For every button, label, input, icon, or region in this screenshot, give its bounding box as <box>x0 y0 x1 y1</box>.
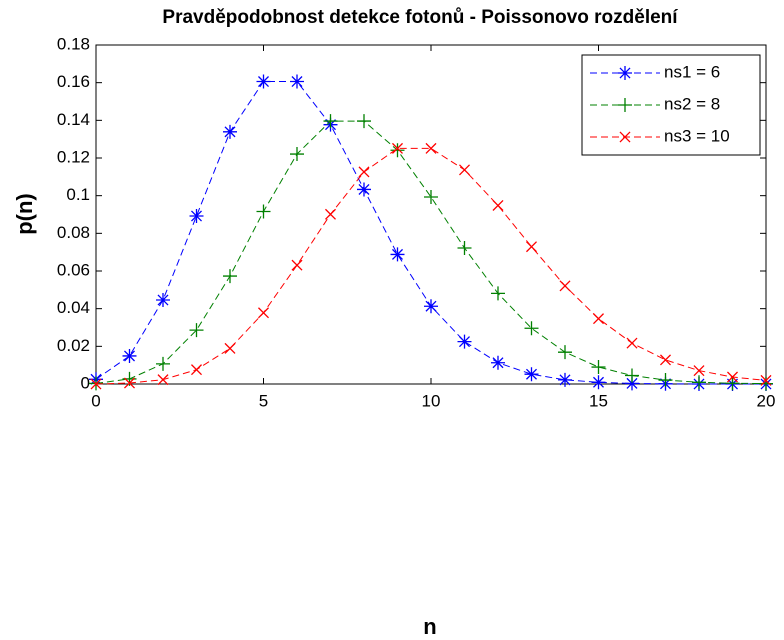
data-point <box>491 286 505 301</box>
data-point <box>290 74 304 89</box>
data-point <box>526 241 537 253</box>
x-axis-label: n <box>423 614 436 639</box>
chart-title: Pravděpodobnost detekce fotonů - Poisson… <box>162 7 678 28</box>
data-point <box>157 374 169 386</box>
y-tick-label: 0.08 <box>57 223 90 242</box>
data-point <box>727 371 738 383</box>
legend-marker <box>619 131 631 143</box>
data-point <box>291 259 303 271</box>
legend-marker <box>618 66 632 80</box>
data-point <box>491 355 505 370</box>
data-point <box>524 367 539 382</box>
data-point <box>357 182 371 197</box>
y-tick-label: 0.18 <box>57 34 90 53</box>
data-point <box>424 299 438 314</box>
y-tick-label: 0.16 <box>57 72 90 91</box>
data-point <box>189 323 204 338</box>
data-point <box>558 372 572 387</box>
x-tick-label: 15 <box>589 391 608 410</box>
series-line <box>95 120 767 385</box>
y-axis-label: p(n) <box>12 193 37 235</box>
data-point <box>122 348 137 363</box>
legend-marker <box>618 98 632 112</box>
data-point <box>459 164 470 176</box>
data-point <box>189 209 204 224</box>
data-point <box>256 74 271 89</box>
data-point <box>593 313 604 325</box>
data-point <box>760 374 772 386</box>
data-point <box>90 378 102 390</box>
data-point <box>591 375 606 390</box>
data-point <box>492 199 504 211</box>
data-point <box>191 364 202 376</box>
y-tick-label: 0 <box>81 373 90 392</box>
x-tick-label: 20 <box>757 391 776 410</box>
data-point <box>692 375 706 390</box>
x-tick-label: 0 <box>91 391 100 410</box>
legend-box <box>581 54 761 156</box>
data-point <box>392 142 403 154</box>
data-point <box>625 376 639 391</box>
data-point <box>759 376 773 391</box>
data-point <box>625 368 639 383</box>
data-point <box>223 269 237 284</box>
series-line <box>95 147 767 385</box>
data-point <box>693 365 705 377</box>
data-point <box>390 247 405 262</box>
data-point <box>725 376 740 391</box>
data-point <box>358 166 370 178</box>
data-point <box>558 345 572 360</box>
data-point <box>626 337 638 349</box>
x-tick-label: 10 <box>422 391 441 410</box>
legend-label: ns1 = 6 <box>664 62 720 81</box>
y-tick-label: 0.1 <box>66 185 90 204</box>
data-point <box>424 189 438 204</box>
data-point <box>425 142 437 154</box>
data-point <box>457 334 472 349</box>
data-point <box>323 114 338 129</box>
y-tick-label: 0.14 <box>57 110 90 129</box>
data-point <box>524 321 539 336</box>
data-point <box>256 204 271 219</box>
data-point <box>156 293 170 308</box>
y-tick-label: 0.04 <box>57 298 90 317</box>
data-point <box>660 354 671 366</box>
data-point <box>591 360 606 375</box>
data-point <box>290 147 304 162</box>
y-tick-label: 0.06 <box>57 260 90 279</box>
legend-label: ns2 = 8 <box>664 94 720 113</box>
data-point <box>559 280 571 292</box>
data-point <box>325 208 336 220</box>
y-tick-label: 0.12 <box>57 147 90 166</box>
data-point <box>258 307 269 319</box>
x-tick-label: 5 <box>259 391 268 410</box>
data-point <box>224 342 236 354</box>
legend-label: ns3 = 10 <box>664 126 730 145</box>
data-point <box>457 241 472 256</box>
data-point <box>124 377 135 389</box>
data-point <box>390 143 405 158</box>
y-tick-label: 0.02 <box>57 336 90 355</box>
data-point <box>658 373 673 388</box>
data-point <box>357 114 371 129</box>
data-point <box>223 124 237 139</box>
data-point <box>156 356 170 371</box>
